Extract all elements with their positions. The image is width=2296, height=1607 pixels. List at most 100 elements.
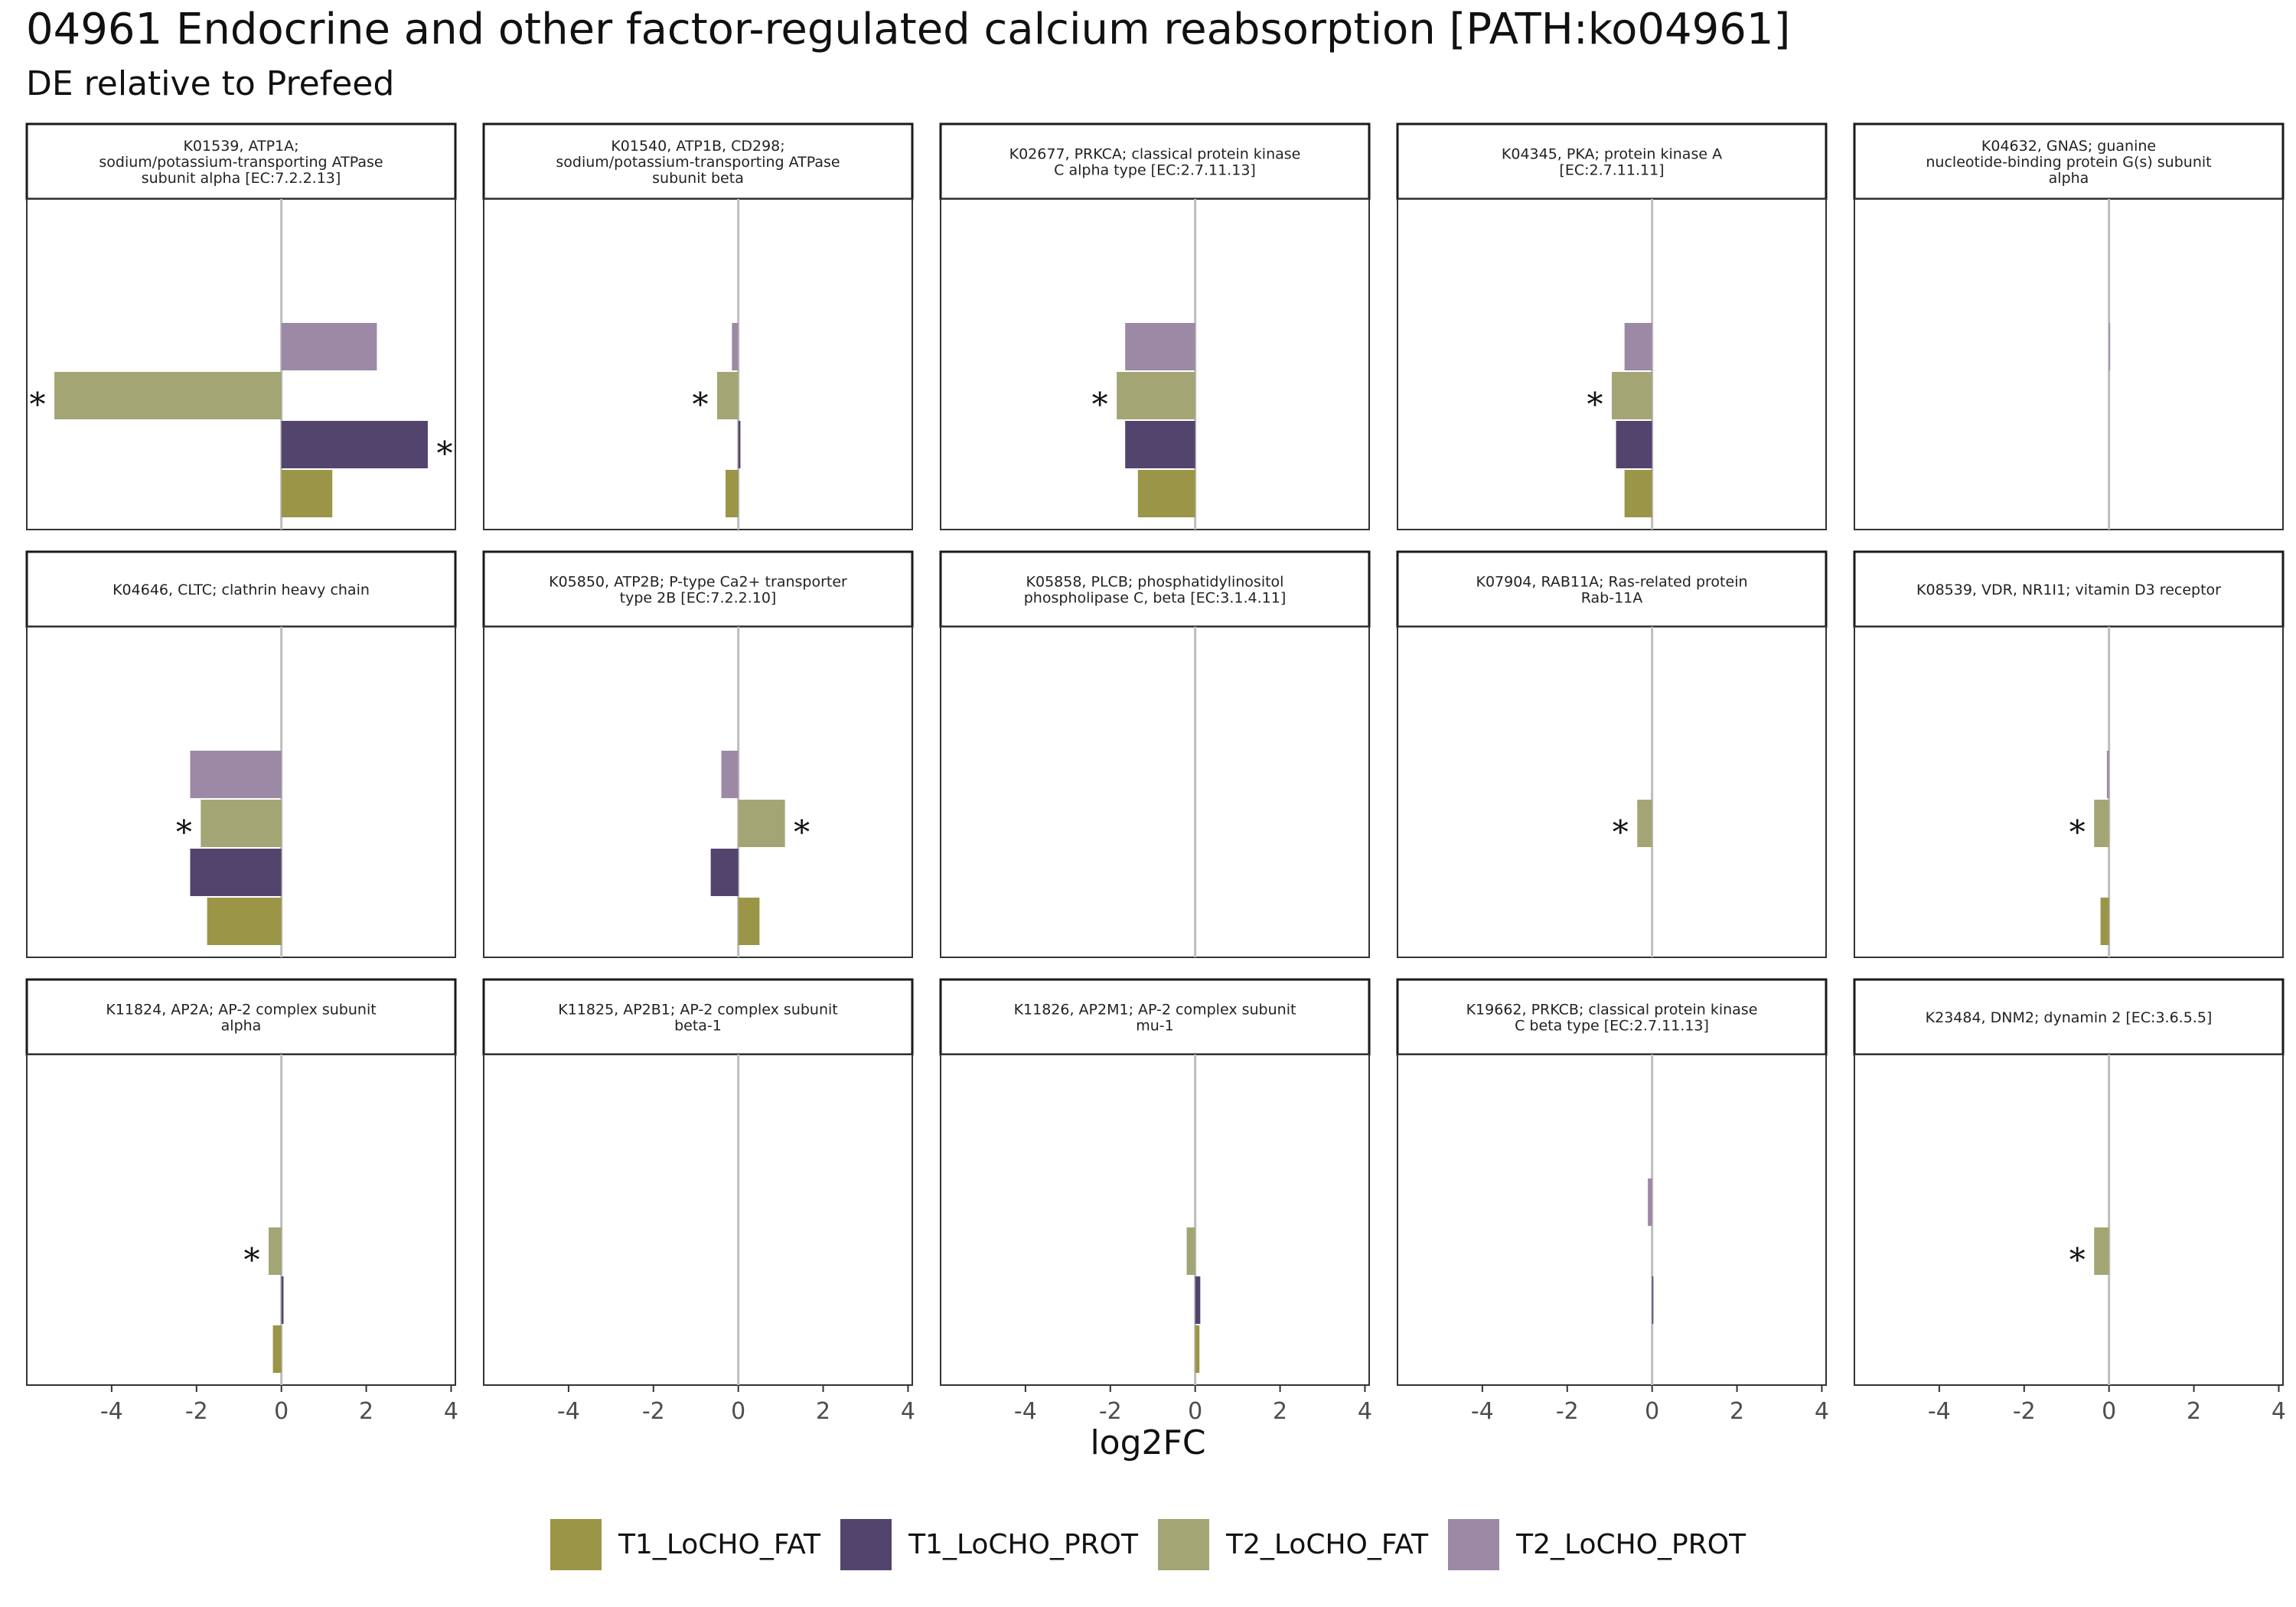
- significance-star: *: [436, 435, 452, 472]
- x-tick-label: -2: [642, 1398, 665, 1425]
- chart-subtitle: DE relative to Prefeed: [26, 64, 395, 103]
- x-tick-label: -4: [1471, 1398, 1494, 1425]
- bar-t2-locho-fat: [2094, 800, 2109, 847]
- bar-t1-locho-fat: [272, 1325, 282, 1373]
- facet-strip: [1396, 978, 1828, 1056]
- facet-strip-label: K04632, GNAS; guanine nucleotide-binding …: [1926, 138, 2211, 187]
- bar-t2-locho-fat: [1186, 1227, 1195, 1275]
- bar-t2-locho-prot: [2106, 751, 2109, 798]
- panel-frame: [1397, 626, 1827, 958]
- x-tick-label: 0: [274, 1398, 289, 1425]
- facet-panel: K02677, PRKCA; classical protein kinase C…: [939, 122, 1371, 530]
- bar-t2-locho-fat: [716, 372, 739, 419]
- x-tick-label: 2: [1730, 1398, 1744, 1425]
- legend-item: T2_LoCHO_PROT: [1448, 1519, 1746, 1570]
- facet-strip: [939, 550, 1371, 628]
- facet-panel: K08539, VDR, NR1I1; vitamin D3 receptor *: [1853, 550, 2285, 958]
- facet-strip-label: K11824, AP2A; AP-2 complex subunit alpha: [106, 1002, 376, 1035]
- significance-star: *: [30, 386, 46, 423]
- x-tick-label: -4: [557, 1398, 580, 1425]
- facet-panel: K01539, ATP1A; sodium/potassium-transport…: [25, 122, 457, 530]
- facet-strip-label: K05858, PLCB; phosphatidylinositol phosph…: [1024, 574, 1287, 607]
- bar-t2-locho-prot: [2108, 323, 2111, 370]
- x-tick-label: 0: [1188, 1398, 1202, 1425]
- bar-t1-locho-prot: [1652, 1276, 1654, 1324]
- facet-panel: K07904, RAB11A; Ras-related protein Rab-1…: [1396, 550, 1828, 958]
- facet-strip-label: K04345, PKA; protein kinase A [EC:2.7.11.…: [1502, 146, 1722, 179]
- facet-strip: [1853, 978, 2285, 1056]
- bar-t2-locho-fat: [201, 800, 282, 847]
- bar-t2-locho-fat: [1117, 372, 1195, 419]
- significance-star: *: [176, 813, 192, 851]
- bar-t1-locho-prot: [738, 421, 741, 468]
- bar-t2-locho-fat: [54, 372, 282, 419]
- facet-strip: [939, 122, 1371, 200]
- significance-star: *: [794, 813, 810, 851]
- x-tick-label: -4: [1928, 1398, 1951, 1425]
- facet-panel: K04632, GNAS; guanine nucleotide-binding …: [1853, 122, 2285, 530]
- significance-star: *: [1587, 386, 1603, 423]
- x-tick-label: 0: [731, 1398, 745, 1425]
- x-tick-label: 4: [1815, 1398, 1829, 1425]
- bar-t2-locho-fat: [2094, 1227, 2109, 1275]
- bar-t1-locho-prot: [1195, 1276, 1201, 1324]
- x-tick-label: 4: [901, 1398, 915, 1425]
- legend-label: T1_LoCHO_PROT: [908, 1529, 1138, 1560]
- panel-frame: [1854, 198, 2284, 530]
- bar-t1-locho-fat: [1624, 470, 1652, 517]
- panel-frame: [26, 1054, 456, 1386]
- bar-t1-locho-fat: [726, 470, 739, 517]
- facet-strip: [1853, 122, 2285, 200]
- bar-t1-locho-prot: [281, 421, 428, 468]
- facet-panel: K04646, CLTC; clathrin heavy chain *: [25, 550, 457, 958]
- facet-strip-label: K11825, AP2B1; AP-2 complex subunit beta-…: [558, 1002, 837, 1035]
- bar-t2-locho-fat: [269, 1227, 282, 1275]
- facet-strip: [939, 978, 1371, 1056]
- bar-t2-locho-prot: [281, 323, 377, 370]
- x-tick-label: 2: [1273, 1398, 1287, 1425]
- panel-frame: [1397, 1054, 1827, 1386]
- bar-t1-locho-fat: [1137, 470, 1195, 517]
- x-tick-label: -2: [2013, 1398, 2036, 1425]
- bar-t1-locho-prot: [1616, 421, 1652, 468]
- legend-label: T1_LoCHO_FAT: [618, 1529, 821, 1560]
- legend: T1_LoCHO_FAT T1_LoCHO_PROT T2_LoCHO_FAT T2_…: [0, 1519, 2296, 1570]
- x-tick-label: 2: [816, 1398, 830, 1425]
- panel-frame: [1854, 1054, 2284, 1386]
- bar-t1-locho-prot: [1125, 421, 1195, 468]
- bar-t2-locho-prot: [1125, 323, 1195, 370]
- legend-color-key: [1448, 1519, 1500, 1570]
- facet-strip-label: K01540, ATP1B, CD298; sodium/potassium-tr…: [556, 138, 840, 187]
- panel-frame: [1854, 626, 2284, 958]
- panel-frame: [483, 198, 913, 530]
- facet-panel: K04345, PKA; protein kinase A [EC:2.7.11.…: [1396, 122, 1828, 530]
- x-axis-label: log2FC: [1090, 1423, 1206, 1462]
- bar-t2-locho-fat: [1637, 800, 1652, 847]
- facet-panel: K11825, AP2B1; AP-2 complex subunit beta-…: [482, 978, 915, 1425]
- panel-frame: [26, 198, 456, 530]
- facet-strip-label: K19662, PRKCB; classical protein kinase C…: [1466, 1002, 1758, 1035]
- facet-strip: [1853, 550, 2285, 628]
- facet-strip-label: K11826, AP2M1; AP-2 complex subunit mu-1: [1014, 1002, 1296, 1035]
- x-tick-label: -2: [1099, 1398, 1122, 1425]
- legend-color-key: [840, 1519, 892, 1570]
- bar-t1-locho-fat: [281, 470, 333, 517]
- facet-panel: K19662, PRKCB; classical protein kinase C…: [1396, 978, 1829, 1425]
- x-tick-label: 0: [2102, 1398, 2116, 1425]
- bar-t1-locho-fat: [1195, 1325, 1200, 1373]
- x-tick-label: -2: [1556, 1398, 1579, 1425]
- facet-strip-label: K23484, DNM2; dynamin 2 [EC:3.6.5.5]: [1926, 1009, 2213, 1026]
- x-tick-label: 4: [1358, 1398, 1372, 1425]
- facet-strip: [1396, 122, 1828, 200]
- facet-strip-label: K08539, VDR, NR1I1; vitamin D3 receptor: [1916, 582, 2221, 598]
- bar-t2-locho-fat: [738, 800, 785, 847]
- legend-label: T2_LoCHO_PROT: [1516, 1529, 1746, 1560]
- facet-panel: K11824, AP2A; AP-2 complex subunit alpha *…: [25, 978, 458, 1425]
- facet-panel: K23484, DNM2; dynamin 2 [EC:3.6.5.5] * -4 -…: [1853, 978, 2286, 1425]
- bar-t2-locho-prot: [190, 751, 282, 798]
- significance-star: *: [244, 1241, 260, 1279]
- facet-strip-label: K02677, PRKCA; classical protein kinase C…: [1009, 146, 1301, 179]
- facet-strip-label: K04646, CLTC; clathrin heavy chain: [113, 582, 370, 598]
- facet-panel: K05858, PLCB; phosphatidylinositol phosph…: [939, 550, 1371, 958]
